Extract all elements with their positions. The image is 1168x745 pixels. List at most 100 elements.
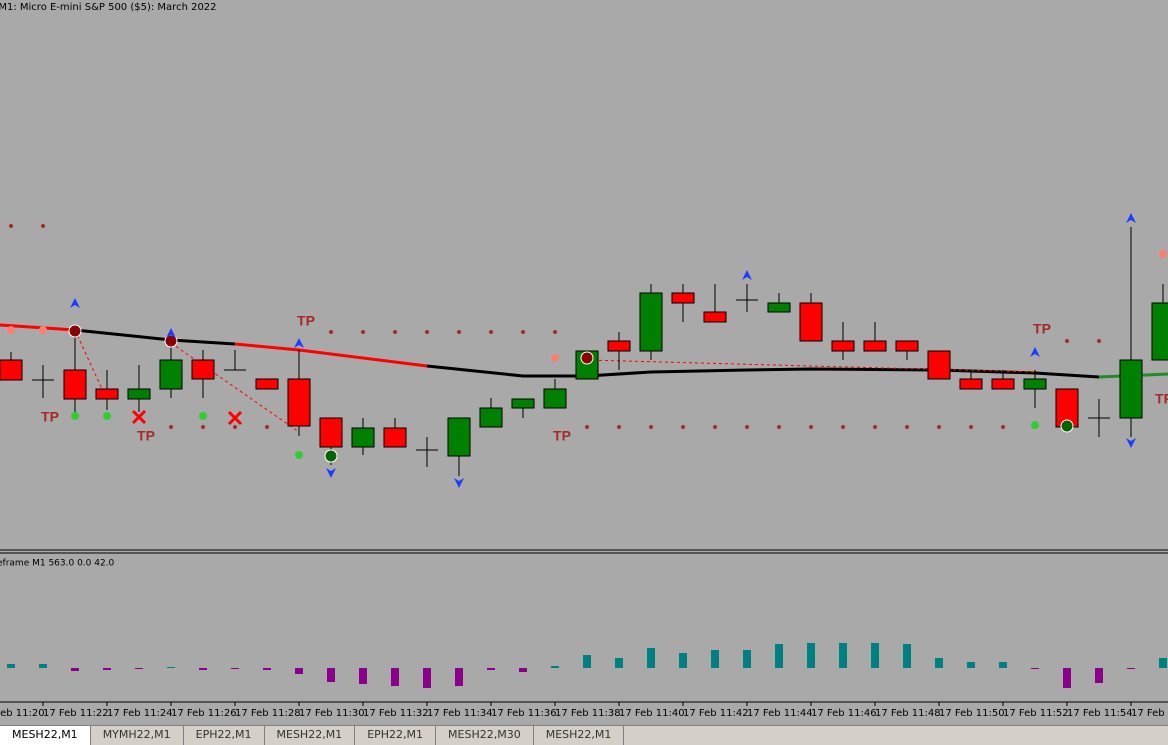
candle-body <box>671 292 695 304</box>
moving-average <box>74 328 236 346</box>
signal-dot <box>681 425 685 429</box>
signal-dot <box>969 425 973 429</box>
signal-dot <box>201 425 205 429</box>
tp-label: TP <box>297 313 315 329</box>
candle-body <box>863 340 887 352</box>
candle-body <box>255 378 279 390</box>
candle-body <box>1151 302 1168 361</box>
signal-dot <box>521 330 525 334</box>
chart-tab[interactable]: MESH22,M30 <box>436 726 534 745</box>
signal-dot <box>457 330 461 334</box>
candle-body <box>63 369 87 400</box>
signal-line <box>74 329 108 401</box>
histogram-bar <box>71 668 79 671</box>
time-label: 17 Feb 11:26 <box>171 708 237 719</box>
histogram-bar <box>871 643 879 668</box>
signal-dot <box>489 330 493 334</box>
histogram-bar <box>647 648 655 668</box>
time-label: 17 Feb 11:40 <box>619 708 685 719</box>
tp-label: TP <box>41 409 59 425</box>
histogram-bar <box>487 668 495 670</box>
histogram-bar <box>455 668 463 686</box>
time-label: 17 Feb 11:34 <box>427 708 493 719</box>
signal-dot <box>1097 339 1101 343</box>
candle-body <box>383 427 407 448</box>
moving-average <box>0 323 76 332</box>
moving-average <box>234 342 428 368</box>
candle-body <box>799 302 823 342</box>
signal-arrow <box>742 270 752 280</box>
signal-dot <box>1031 421 1039 429</box>
candle-body <box>447 417 471 457</box>
signal-dot <box>585 425 589 429</box>
time-label: 17 Feb 11:32 <box>363 708 429 719</box>
histogram-bar <box>295 668 303 674</box>
signal-dot <box>1065 339 1069 343</box>
signal-dot <box>199 412 207 420</box>
chart-tab[interactable]: MESH22,M1 <box>0 726 91 745</box>
candle-body <box>0 359 23 381</box>
histogram-bar <box>167 667 175 668</box>
signal-dot <box>617 425 621 429</box>
time-label: 17 Feb 11:44 <box>747 708 813 719</box>
chart-tab[interactable]: EPH22,M1 <box>355 726 437 745</box>
histogram-bar <box>999 662 1007 668</box>
signal-circle <box>68 324 82 338</box>
signal-dot <box>649 425 653 429</box>
chart-tab[interactable]: EPH22,M1 <box>184 726 265 745</box>
candle-body <box>927 350 951 380</box>
candle-body <box>959 378 983 390</box>
signal-dot <box>937 425 941 429</box>
candle-body <box>991 378 1015 390</box>
candle-body <box>1023 378 1047 390</box>
time-label: 17 Feb 11:20 <box>0 708 45 719</box>
candle-body <box>319 417 343 448</box>
candle-body <box>703 311 727 323</box>
histogram-bar <box>1159 658 1167 668</box>
candle-body <box>895 340 919 352</box>
signal-dot <box>39 326 47 334</box>
histogram-bar <box>231 668 239 669</box>
histogram-bar <box>1095 668 1103 683</box>
candle-body <box>351 427 375 448</box>
time-label: 17 Feb 11:22 <box>43 708 109 719</box>
time-label: 17 Feb 11:52 <box>1003 708 1069 719</box>
candle-body <box>1119 359 1143 419</box>
time-label: 17 Feb 11:54 <box>1067 708 1133 719</box>
signal-dot <box>553 330 557 334</box>
signal-dot <box>103 412 111 420</box>
histogram-bar <box>391 668 399 686</box>
signal-dot <box>7 326 15 334</box>
time-label: 17 Feb 11:30 <box>299 708 365 719</box>
candle-body <box>127 388 151 400</box>
signal-dot <box>295 451 303 459</box>
signal-dot <box>233 425 237 429</box>
histogram-bar <box>967 662 975 668</box>
histogram-bar <box>743 650 751 668</box>
time-label: 17 Feb 11:38 <box>555 708 621 719</box>
histogram-bar <box>1031 668 1039 669</box>
tp-label: TP <box>1155 391 1168 407</box>
histogram-bar <box>327 668 335 682</box>
chart-tab[interactable]: MESH22,M1 <box>534 726 625 745</box>
chart-window: , M1: Micro E-mini S&P 500 ($5): March 2… <box>0 2 1168 719</box>
signal-dot <box>1159 250 1167 258</box>
signal-arrow <box>70 298 80 308</box>
histogram-bar <box>7 664 15 668</box>
signal-dot <box>9 224 13 228</box>
signal-dot <box>905 425 909 429</box>
signal-circle <box>324 449 338 463</box>
moving-average <box>426 364 1100 379</box>
candle-body <box>95 388 119 400</box>
signal-dot <box>425 330 429 334</box>
histogram-bar <box>519 668 527 672</box>
histogram-bar <box>615 658 623 668</box>
chart-tab[interactable]: MESH22,M1 <box>265 726 356 745</box>
histogram-bar <box>935 658 943 668</box>
histogram-bar <box>103 668 111 670</box>
candle-body <box>287 378 311 427</box>
signal-dot <box>41 224 45 228</box>
signal-dot <box>873 425 877 429</box>
chart-tab[interactable]: MYMH22,M1 <box>91 726 184 745</box>
signal-arrow <box>454 478 464 488</box>
